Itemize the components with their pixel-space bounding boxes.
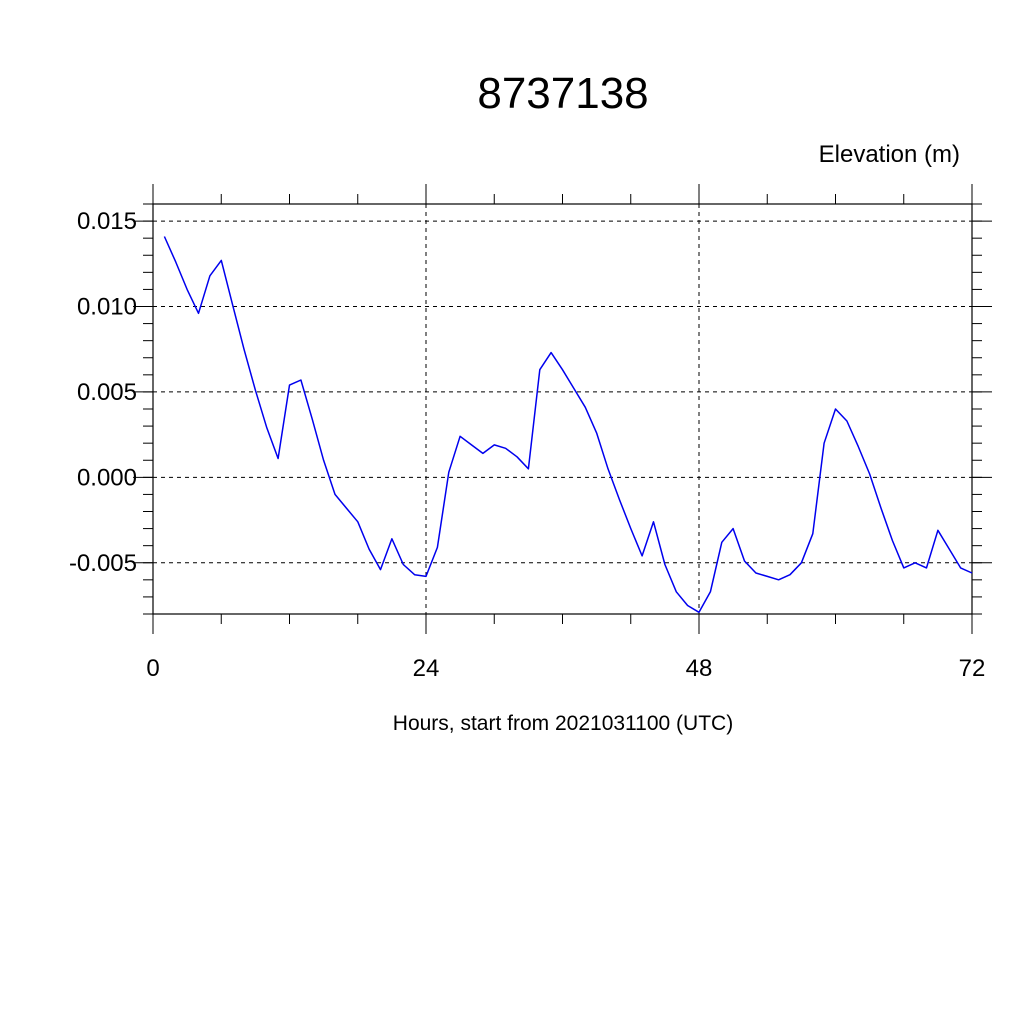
- x-tick-labels: 0 24 48 72: [146, 655, 985, 682]
- y-axis-label: Elevation (m): [819, 141, 960, 168]
- y-tick-label: 0.000: [77, 464, 137, 491]
- y-tick-label: -0.005: [69, 550, 137, 577]
- chart-title: 8737138: [477, 69, 648, 118]
- series-line: [163, 236, 973, 614]
- grid-lines: [153, 204, 972, 614]
- x-tick-label: 72: [959, 655, 986, 682]
- x-tick-label: 0: [146, 655, 159, 682]
- x-tick-label: 24: [413, 655, 440, 682]
- x-tick-label: 48: [686, 655, 713, 682]
- axis-ticks: [133, 184, 992, 634]
- y-tick-label: 0.010: [77, 294, 137, 321]
- x-axis-label: Hours, start from 2021031100 (UTC): [393, 712, 733, 735]
- plot-frame: [152, 203, 973, 615]
- y-tick-label: 0.015: [77, 208, 137, 235]
- y-tick-labels: 0.015 0.010 0.005 0.000 -0.005: [69, 208, 137, 577]
- data-series: [163, 236, 973, 614]
- y-tick-label: 0.005: [77, 379, 137, 406]
